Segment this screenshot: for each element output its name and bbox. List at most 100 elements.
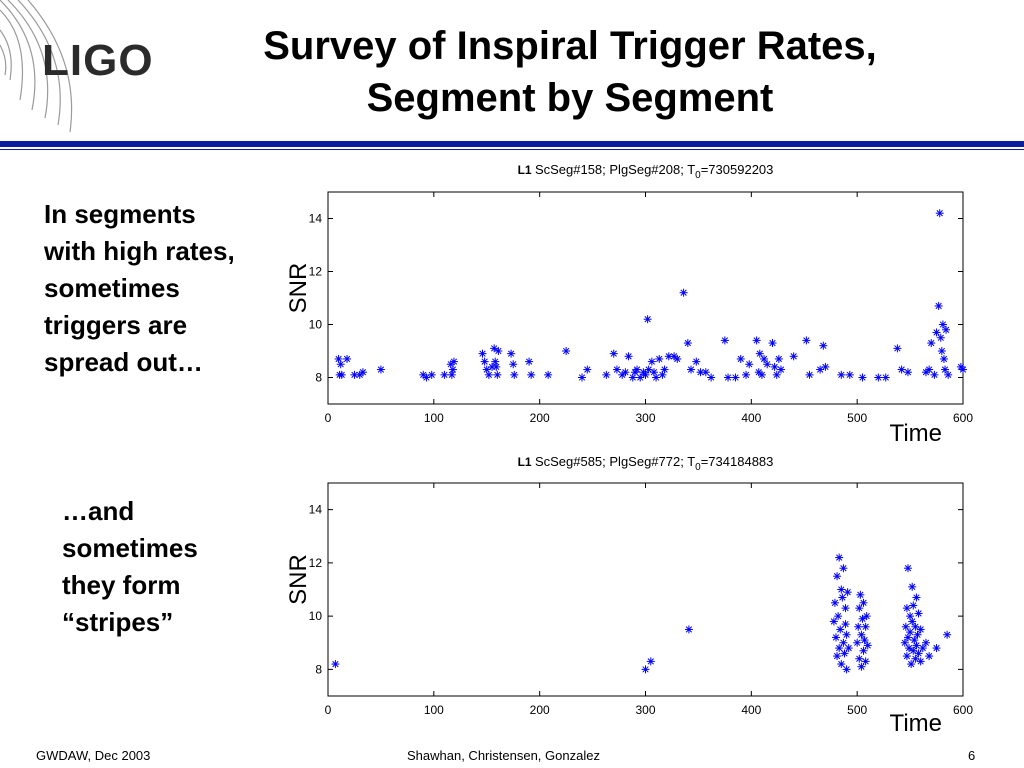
- data-point: [527, 370, 536, 379]
- x-tick-label: 600: [953, 411, 973, 425]
- data-point: [624, 352, 633, 361]
- data-point: [905, 644, 914, 653]
- data-point: [857, 630, 866, 639]
- x-tick-label: 400: [741, 411, 761, 425]
- data-point: [448, 365, 457, 374]
- data-point: [944, 370, 953, 379]
- data-point: [854, 622, 863, 631]
- data-point: [837, 370, 846, 379]
- data-point: [829, 617, 838, 626]
- data-point: [336, 360, 345, 369]
- y-tick-label: 12: [309, 265, 323, 279]
- data-point: [862, 612, 871, 621]
- data-point: [858, 614, 867, 623]
- data-point: [707, 373, 716, 382]
- note-line: In segments: [44, 199, 196, 229]
- data-point: [861, 657, 870, 666]
- data-point: [755, 349, 764, 358]
- data-point: [544, 370, 553, 379]
- data-point: [934, 301, 943, 310]
- note-line: spread out…: [44, 347, 203, 377]
- data-point: [841, 620, 850, 629]
- data-point: [760, 354, 769, 363]
- data-point: [833, 572, 842, 581]
- data-point: [337, 370, 346, 379]
- data-point: [918, 644, 927, 653]
- data-point: [774, 354, 783, 363]
- data-point: [507, 349, 516, 358]
- slide-title: Survey of Inspiral Trigger Rates, Segmen…: [200, 20, 940, 124]
- data-point: [943, 630, 952, 639]
- data-point: [491, 357, 500, 366]
- y-tick-label: 12: [309, 556, 323, 570]
- data-point: [837, 660, 846, 669]
- data-point: [930, 370, 939, 379]
- y-tick-label: 14: [309, 212, 323, 226]
- y-axis-label: SNR: [285, 554, 312, 605]
- data-point: [856, 590, 865, 599]
- x-tick-label: 400: [741, 703, 761, 717]
- data-point: [838, 593, 847, 602]
- data-point: [612, 365, 621, 374]
- data-point: [881, 373, 890, 382]
- data-point: [833, 652, 842, 661]
- data-point: [641, 370, 650, 379]
- data-point: [742, 370, 751, 379]
- y-tick-label: 8: [315, 662, 322, 676]
- data-point: [509, 360, 518, 369]
- data-point: [562, 347, 571, 355]
- data-point: [770, 362, 779, 371]
- data-point: [834, 612, 843, 621]
- data-point: [835, 553, 844, 562]
- footer-conference: GWDAW, Dec 2003: [36, 748, 151, 763]
- data-point: [855, 654, 864, 663]
- y-tick-label: 10: [309, 609, 323, 623]
- data-point: [914, 649, 923, 658]
- data-point: [490, 344, 499, 353]
- data-point: [652, 373, 661, 382]
- y-axis-label: SNR: [285, 263, 312, 314]
- data-point: [903, 564, 912, 573]
- x-tick-label: 600: [953, 703, 973, 717]
- x-tick-label: 0: [325, 703, 332, 717]
- data-point: [925, 652, 934, 661]
- data-point: [839, 638, 848, 647]
- y-tick-label: 14: [309, 503, 323, 517]
- data-point: [578, 373, 586, 382]
- data-point: [821, 362, 830, 371]
- data-point: [845, 370, 854, 379]
- data-point: [643, 315, 652, 324]
- data-point: [912, 593, 921, 602]
- data-point: [842, 630, 851, 639]
- data-point: [633, 365, 642, 374]
- data-point: [440, 370, 449, 379]
- title-divider-thin: [0, 149, 1024, 150]
- data-point: [683, 339, 692, 348]
- data-point: [907, 660, 916, 669]
- data-point: [840, 649, 849, 658]
- data-point: [655, 354, 664, 363]
- data-point: [909, 646, 918, 655]
- data-point: [932, 328, 941, 337]
- data-point: [583, 365, 592, 374]
- data-point: [494, 347, 503, 355]
- x-tick-label: 0: [325, 411, 332, 425]
- data-point: [906, 628, 915, 637]
- data-point: [763, 360, 772, 369]
- data-point: [687, 365, 696, 374]
- data-point: [646, 657, 655, 666]
- data-point: [914, 609, 923, 618]
- data-point: [860, 636, 869, 645]
- note-stripes: …and sometimes they form “stripes”: [62, 493, 282, 641]
- data-point: [752, 336, 761, 345]
- plot-title: L1 ScSeg#585; PlgSeg#772; T0=734184883: [518, 454, 774, 473]
- data-point: [855, 604, 864, 613]
- y-tick-label: 10: [309, 318, 323, 332]
- data-point: [731, 373, 740, 382]
- slide-title-line1: Survey of Inspiral Trigger Rates,: [263, 24, 877, 68]
- data-point: [478, 349, 487, 358]
- data-point: [720, 336, 729, 345]
- data-point: [874, 373, 883, 382]
